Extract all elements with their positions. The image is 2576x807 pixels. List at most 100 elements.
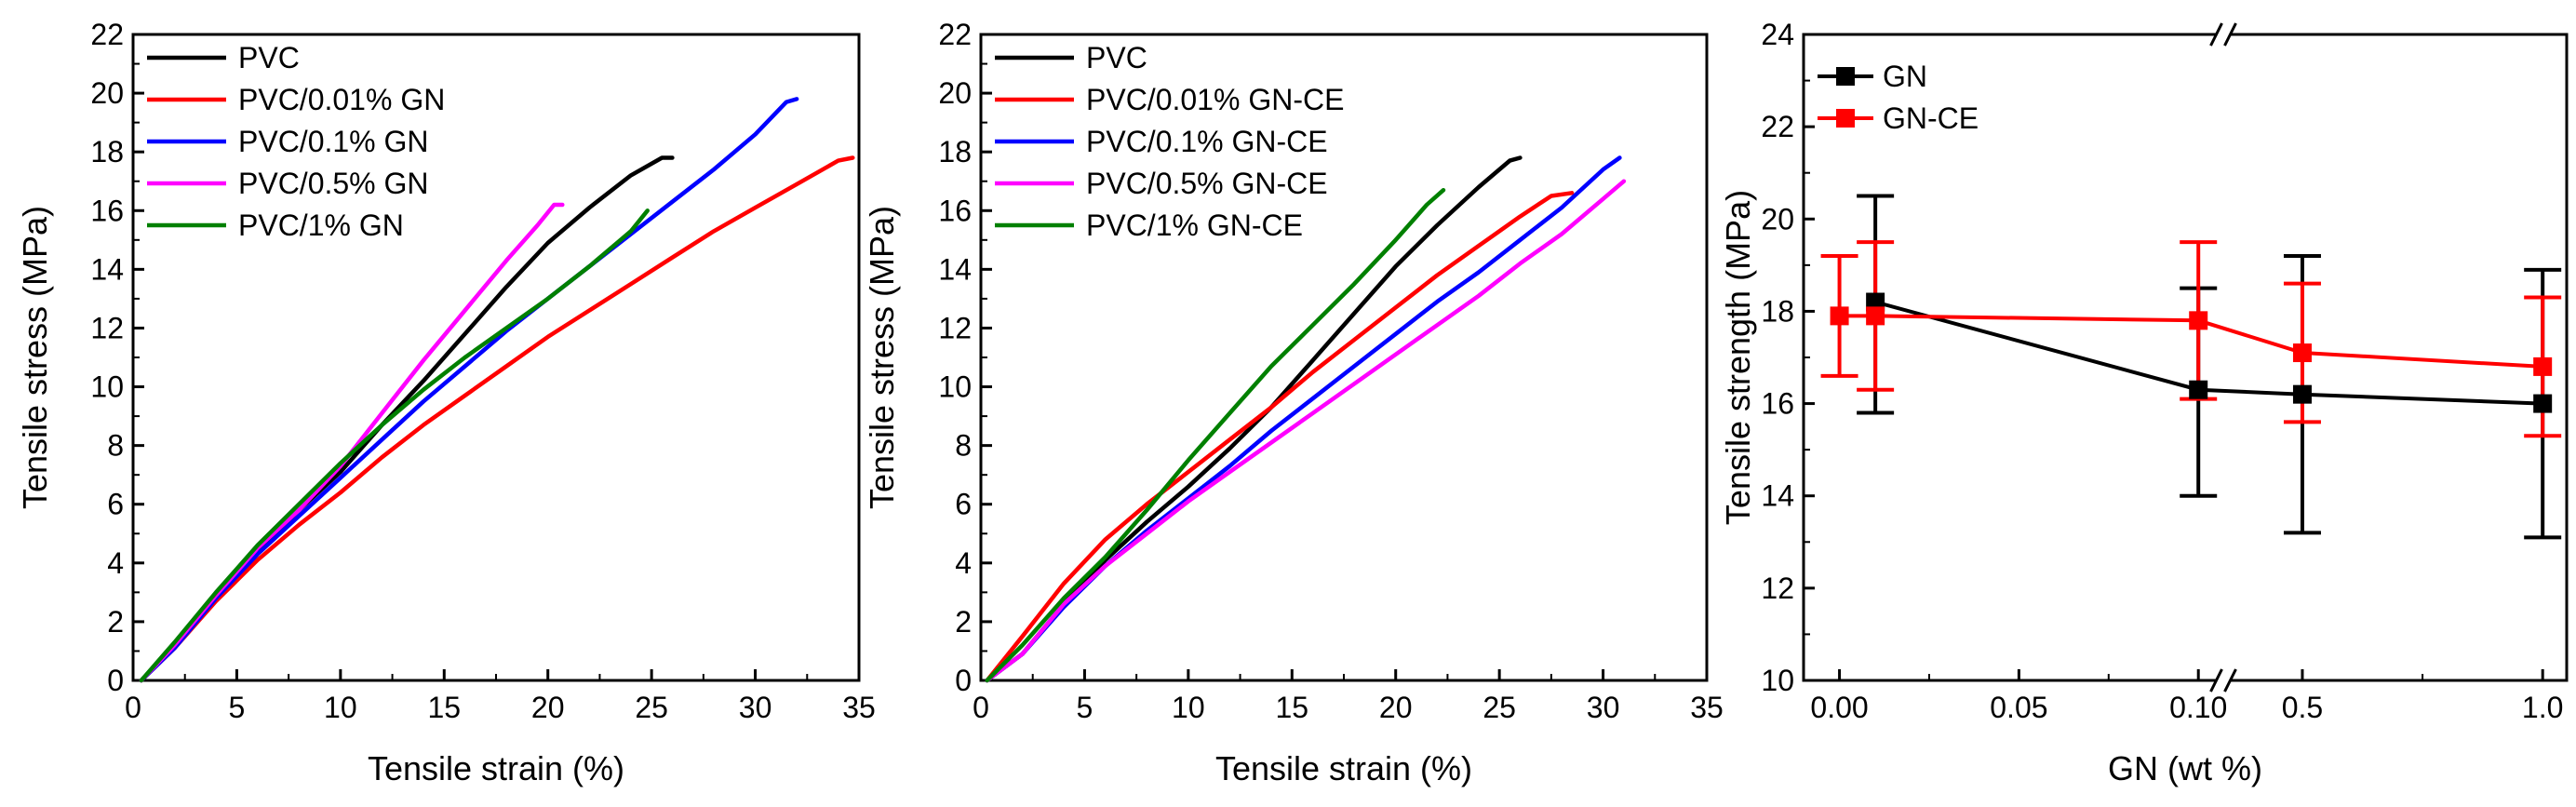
legend-label-2: PVC/0.1% GN xyxy=(238,125,429,158)
x-tick-label: 0 xyxy=(973,691,989,724)
chart-panel-3: 0.00 0.05 0.10 0.5 1.0 10 12 14 16 18 20 22 24 GNGN… xyxy=(1719,18,2569,787)
y-axis-title: Tensile strength (MPa) xyxy=(1719,190,1757,525)
y-tick-label: 2 xyxy=(107,605,124,639)
y-tick-label: 10 xyxy=(1761,664,1794,697)
legend-label-3: PVC/0.5% GN xyxy=(238,167,429,200)
x-tick-label: 5 xyxy=(1077,691,1093,724)
y-tick-label: 18 xyxy=(1761,294,1794,328)
y-tick-label: 0 xyxy=(107,664,124,697)
y-tick-label: 6 xyxy=(107,488,124,521)
x-tick-label: 0.10 xyxy=(2169,691,2227,724)
x-ticks: 0.00 0.05 0.10 0.5 1.0 xyxy=(1810,669,2563,724)
y-tick-label: 22 xyxy=(90,18,124,51)
y-tick-label: 22 xyxy=(1761,110,1794,143)
marker-1 xyxy=(1830,306,1849,326)
y-tick-label: 16 xyxy=(938,194,972,227)
y-tick-label: 8 xyxy=(107,429,124,463)
y-tick-label: 14 xyxy=(938,252,972,286)
legend-label-0: PVC xyxy=(238,41,300,74)
series-line-1 xyxy=(139,155,855,683)
series-line-1 xyxy=(985,191,1575,683)
y-tick-label: 20 xyxy=(1761,202,1794,235)
series-lines xyxy=(139,97,855,683)
series-lines xyxy=(985,155,1627,683)
legend-label-1: PVC/0.01% GN xyxy=(238,83,445,116)
frame-gap xyxy=(2216,677,2231,684)
error-bars xyxy=(1820,194,2562,540)
y-tick-label: 18 xyxy=(938,135,972,168)
legend-label-3: PVC/0.5% GN-CE xyxy=(1086,167,1328,200)
x-axis-title: Tensile strain (%) xyxy=(368,749,624,787)
x-tick-label: 30 xyxy=(739,691,772,724)
y-ticks: 10 12 14 16 18 20 22 24 xyxy=(1761,18,1815,697)
legend-label-1: GN-CE xyxy=(1883,101,1979,135)
marker-1 xyxy=(2533,356,2553,376)
break-slash xyxy=(2223,22,2237,47)
series-line-2 xyxy=(139,97,799,683)
x-tick-label: 1.0 xyxy=(2522,691,2563,724)
frame-gap xyxy=(2216,31,2231,38)
break-slash xyxy=(2209,668,2223,693)
x-tick-label: 25 xyxy=(1483,691,1516,724)
marker-1 xyxy=(1866,306,1885,326)
axis-break-marks xyxy=(2209,22,2237,693)
marker-1 xyxy=(2189,311,2208,330)
x-tick-label: 15 xyxy=(427,691,461,724)
break-slash xyxy=(2209,22,2223,47)
legend: PVC PVC/0.01% GN PVC/0.1% GN PVC/0.5% GN PVC… xyxy=(147,41,445,242)
x-tick-label: 25 xyxy=(635,691,668,724)
x-tick-label: 20 xyxy=(1379,691,1413,724)
x-tick-label: 10 xyxy=(1172,691,1205,724)
x-axis-title: Tensile strain (%) xyxy=(1215,749,1472,787)
y-tick-label: 4 xyxy=(955,546,972,580)
x-tick-label: 30 xyxy=(1587,691,1620,724)
x-tick-label: 10 xyxy=(324,691,357,724)
y-ticks: 0 2 4 6 8 10 12 14 16 18 20 22 xyxy=(90,18,144,697)
marker-0 xyxy=(2292,384,2312,404)
y-axis-title: Tensile stress (MPa) xyxy=(16,206,54,509)
y-axis-title: Tensile stress (MPa) xyxy=(863,206,901,509)
legend-label-4: PVC/1% GN-CE xyxy=(1086,208,1303,242)
x-tick-label: 15 xyxy=(1275,691,1308,724)
legend-marker-0 xyxy=(1836,67,1855,86)
y-tick-label: 4 xyxy=(107,546,124,580)
legend: GN GN-CE xyxy=(1818,60,1979,135)
y-tick-label: 10 xyxy=(90,370,124,404)
series-line-3 xyxy=(985,179,1627,683)
series-line-4 xyxy=(139,208,650,683)
y-tick-label: 12 xyxy=(938,311,972,344)
series-markers xyxy=(1830,292,2553,413)
y-tick-label: 18 xyxy=(90,135,124,168)
x-tick-label: 0.00 xyxy=(1810,691,1868,724)
y-tick-label: 6 xyxy=(955,488,972,521)
y-tick-label: 12 xyxy=(1761,572,1794,605)
y-tick-label: 2 xyxy=(955,605,972,639)
y-tick-label: 22 xyxy=(938,18,972,51)
series-line-0 xyxy=(1874,300,2543,406)
break-slash xyxy=(2223,668,2237,693)
legend-marker-1 xyxy=(1836,109,1855,128)
x-tick-label: 0 xyxy=(125,691,141,724)
y-tick-label: 20 xyxy=(90,76,124,110)
y-tick-label: 8 xyxy=(955,429,972,463)
x-axis-title: GN (wt %) xyxy=(2108,749,2262,787)
y-tick-label: 20 xyxy=(938,76,972,110)
legend-label-4: PVC/1% GN xyxy=(238,208,404,242)
x-ticks: 0 5 10 15 20 25 30 35 xyxy=(125,669,876,724)
y-tick-label: 14 xyxy=(1761,479,1794,513)
x-tick-label: 0.05 xyxy=(1990,691,2047,724)
y-tick-label: 24 xyxy=(1761,18,1794,51)
legend: PVC PVC/0.01% GN-CE PVC/0.1% GN-CE PVC/0.5%… xyxy=(995,41,1344,242)
marker-0 xyxy=(2189,380,2208,399)
x-tick-label: 5 xyxy=(229,691,246,724)
x-tick-label: 0.5 xyxy=(2282,691,2323,724)
y-tick-label: 16 xyxy=(1761,387,1794,421)
x-ticks: 0 5 10 15 20 25 30 35 xyxy=(973,669,1724,724)
marker-0 xyxy=(2533,394,2553,413)
legend-label-2: PVC/0.1% GN-CE xyxy=(1086,125,1328,158)
marker-1 xyxy=(2292,343,2312,363)
x-tick-label: 20 xyxy=(531,691,565,724)
